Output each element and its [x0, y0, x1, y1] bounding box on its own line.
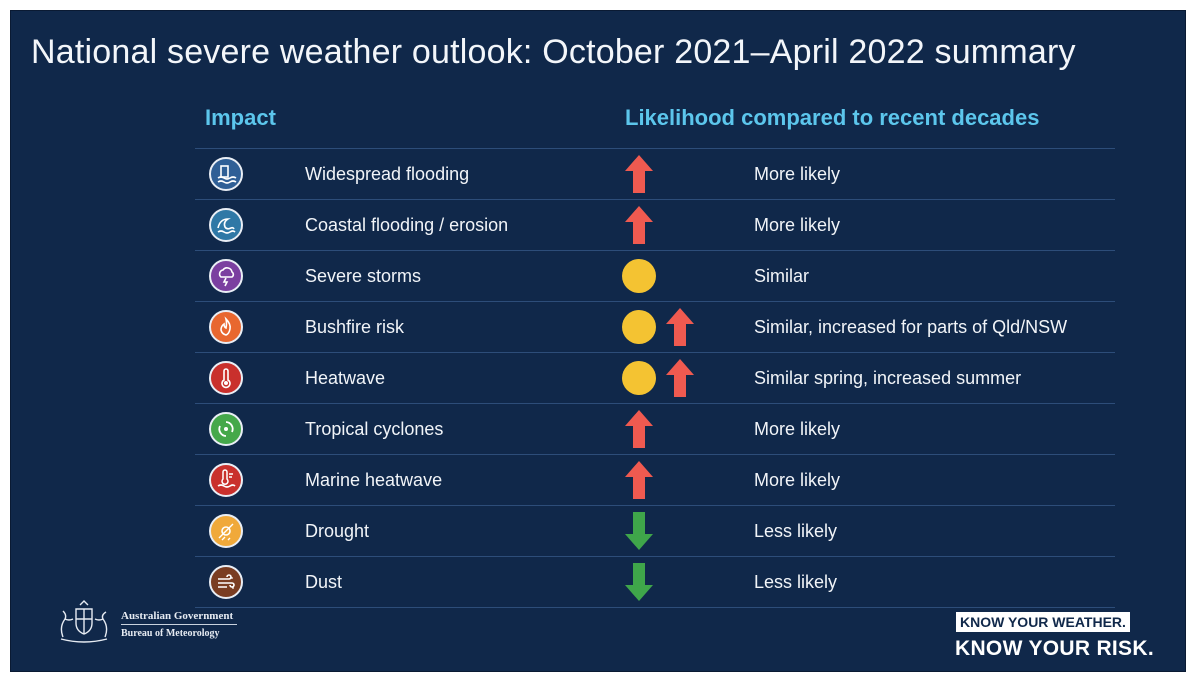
slide: National severe weather outlook: October… — [10, 10, 1186, 672]
impact-label: Drought — [305, 521, 370, 541]
cyclone-icon — [209, 412, 243, 446]
page-title: National severe weather outlook: October… — [31, 33, 1076, 71]
arrow-up-icon — [625, 206, 653, 244]
likelihood-label: More likely — [754, 164, 841, 184]
table-row: Marine heatwave More likely — [195, 455, 1115, 506]
arrow-down-icon — [625, 512, 653, 550]
table-row: Tropical cyclones More likely — [195, 404, 1115, 455]
similar-circle-icon — [622, 259, 656, 293]
table-row: Widespread flooding More likely — [195, 149, 1115, 200]
arrow-down-icon — [625, 563, 653, 601]
impact-label: Dust — [305, 572, 343, 592]
table-row: Heatwave Similar spring, increased summer — [195, 353, 1115, 404]
impact-header: Impact — [205, 105, 276, 130]
arrow-up-icon — [625, 410, 653, 448]
slogan-risk: KNOW YOUR RISK. — [955, 637, 1154, 660]
likelihood-label: More likely — [754, 419, 841, 439]
dust-icon — [209, 565, 243, 599]
impact-label: Coastal flooding / erosion — [305, 215, 509, 235]
impact-label: Severe storms — [305, 266, 422, 286]
table-row: Coastal flooding / erosion More likely — [195, 200, 1115, 251]
logo-divider — [121, 624, 237, 625]
thermometer-icon — [209, 361, 243, 395]
outlook-table: Widespread flooding More likely Coastal fl… — [195, 148, 1115, 608]
storm-icon — [209, 259, 243, 293]
likelihood-label: Similar, increased for parts of Qld/NSW — [754, 317, 1068, 337]
wave-icon — [209, 208, 243, 242]
likelihood-label: Less likely — [754, 521, 838, 541]
agency-name: Bureau of Meteorology — [121, 628, 220, 639]
likelihood-label: Similar spring, increased summer — [754, 368, 1022, 388]
impact-label: Heatwave — [305, 368, 386, 388]
slogan-weather: KNOW YOUR WEATHER. — [956, 612, 1130, 632]
likelihood-label: More likely — [754, 470, 841, 490]
similar-circle-icon — [622, 310, 656, 344]
likelihood-label: Similar — [754, 266, 810, 286]
table-row: Dust Less likely — [195, 557, 1115, 608]
impact-label: Tropical cyclones — [305, 419, 444, 439]
fire-icon — [209, 310, 243, 344]
arrow-up-icon — [625, 461, 653, 499]
likelihood-label: Less likely — [754, 572, 838, 592]
impact-label: Widespread flooding — [305, 164, 470, 184]
coat-of-arms-icon — [60, 600, 108, 643]
impact-label: Bushfire risk — [305, 317, 405, 337]
likelihood-header: Likelihood compared to recent decades — [625, 105, 1040, 130]
table-row: Bushfire risk Similar, increased for part… — [195, 302, 1115, 353]
arrow-up-icon — [666, 359, 694, 397]
table-row: Severe storms Similar — [195, 251, 1115, 302]
impact-label: Marine heatwave — [305, 470, 443, 490]
similar-circle-icon — [622, 361, 656, 395]
government-logo: Australian Government Bureau of Meteorol… — [53, 599, 253, 649]
arrow-up-icon — [625, 155, 653, 193]
table-row: Drought Less likely — [195, 506, 1115, 557]
likelihood-label: More likely — [754, 215, 841, 235]
drought-icon — [209, 514, 243, 548]
government-name: Australian Government — [121, 610, 234, 622]
flood-icon — [209, 157, 243, 191]
arrow-up-icon — [666, 308, 694, 346]
marine-heat-icon — [209, 463, 243, 497]
table-top-rule — [195, 148, 1115, 149]
